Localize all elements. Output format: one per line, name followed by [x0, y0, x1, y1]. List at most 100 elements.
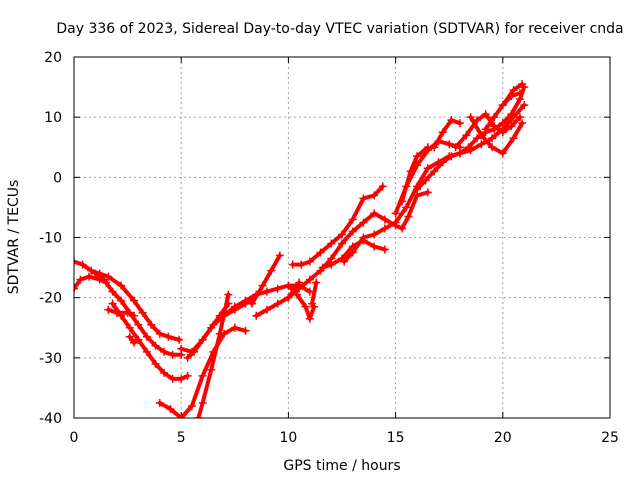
data-point — [430, 167, 439, 176]
data-point — [258, 281, 267, 290]
y-tick-label: 10 — [44, 110, 62, 126]
data-point — [130, 311, 139, 320]
data-point — [447, 152, 456, 161]
data-point — [241, 326, 250, 335]
data-point — [498, 128, 507, 137]
data-point — [507, 122, 516, 131]
series-track-15 — [307, 278, 321, 308]
data-point — [509, 86, 518, 95]
data-point — [160, 347, 169, 356]
data-point — [305, 314, 314, 323]
data-point — [359, 233, 368, 242]
data-point — [74, 257, 78, 266]
data-point — [177, 344, 186, 353]
series-track-27 — [481, 89, 524, 134]
data-point — [164, 332, 173, 341]
data-point — [183, 371, 192, 380]
data-point — [421, 176, 430, 185]
data-point — [370, 191, 379, 200]
data-point — [166, 404, 175, 413]
y-tick-label: 20 — [44, 50, 62, 66]
data-point — [498, 101, 507, 110]
x-tick-label: 25 — [601, 430, 619, 446]
series-line — [110, 301, 190, 381]
data-point — [267, 266, 276, 275]
data-point — [451, 143, 460, 152]
series-track-4 — [91, 269, 186, 359]
data-point — [230, 323, 239, 332]
data-point — [155, 398, 164, 407]
data-point — [438, 128, 447, 137]
data-point — [477, 131, 486, 140]
data-point — [380, 245, 389, 254]
data-point — [318, 263, 327, 272]
data-point — [307, 299, 316, 308]
data-point — [142, 347, 151, 356]
series-track-12 — [247, 251, 284, 308]
data-point — [404, 212, 413, 221]
data-point — [507, 110, 516, 119]
data-point — [288, 260, 297, 269]
y-tick-label: -40 — [39, 411, 62, 427]
series-line — [290, 184, 385, 267]
data-point — [177, 414, 186, 418]
data-point — [142, 332, 151, 341]
data-point — [316, 248, 325, 257]
data-point — [413, 185, 422, 194]
data-point — [466, 113, 475, 122]
data-point — [338, 230, 346, 239]
data-point — [423, 164, 432, 173]
data-point — [134, 335, 143, 344]
data-point — [262, 305, 271, 314]
series-line — [185, 301, 231, 360]
series-line — [400, 145, 430, 204]
data-point — [104, 305, 113, 314]
data-point — [490, 113, 499, 122]
data-point — [348, 227, 357, 236]
series-track-22 — [413, 83, 529, 194]
data-point — [104, 272, 113, 281]
data-point — [327, 239, 336, 248]
data-series — [74, 80, 529, 418]
series-track-18 — [318, 236, 389, 272]
data-point — [488, 134, 497, 143]
data-point — [177, 374, 186, 383]
data-point — [477, 140, 486, 149]
data-point — [447, 116, 456, 125]
plot-frame — [73, 56, 611, 419]
data-point — [438, 158, 447, 167]
data-point — [284, 293, 293, 302]
data-point — [380, 215, 389, 224]
data-point — [490, 122, 499, 131]
data-point — [125, 323, 134, 332]
data-point — [125, 332, 134, 341]
data-point — [498, 149, 507, 158]
data-point — [273, 284, 282, 293]
series-track-1 — [74, 257, 184, 344]
data-point — [117, 296, 126, 305]
data-point — [488, 143, 497, 152]
data-point — [247, 299, 256, 308]
data-point — [518, 80, 527, 89]
data-point — [473, 134, 482, 143]
series-track-19 — [340, 101, 529, 266]
data-point — [423, 188, 432, 197]
data-point — [370, 209, 379, 218]
series-line — [415, 85, 527, 192]
data-point — [207, 365, 216, 374]
y-tick-labels: -40 -30 -20 -10 0 10 20 — [39, 50, 62, 427]
data-point — [183, 353, 192, 362]
data-point — [224, 290, 233, 299]
data-point — [155, 329, 164, 338]
data-point — [198, 398, 207, 407]
data-point — [430, 143, 439, 152]
data-point — [117, 281, 126, 290]
data-point — [464, 143, 473, 152]
data-point — [481, 125, 490, 134]
data-point — [78, 260, 87, 269]
data-point — [252, 311, 261, 320]
data-point — [134, 320, 143, 329]
series-line — [432, 118, 462, 150]
series-track-16 — [288, 182, 387, 269]
data-point — [74, 284, 78, 293]
